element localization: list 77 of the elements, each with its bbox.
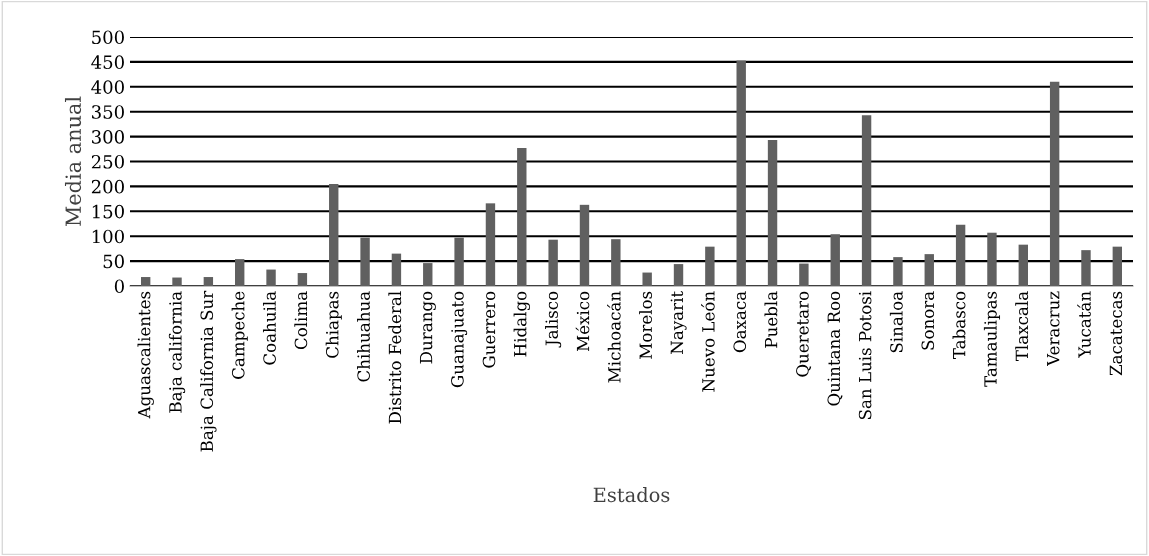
bar bbox=[517, 148, 527, 286]
bar bbox=[861, 115, 872, 286]
x-tick-label: Guanajuato bbox=[451, 291, 468, 388]
bar bbox=[140, 277, 151, 286]
bar bbox=[1049, 81, 1060, 286]
bar bbox=[329, 183, 339, 286]
bar bbox=[611, 239, 621, 286]
y-tick-label: 150 bbox=[92, 204, 124, 219]
x-tick-label: Aguascalientes bbox=[137, 291, 154, 419]
x-tick-label: Chihuahua bbox=[357, 291, 370, 382]
x-tick-label: Veracruz bbox=[1047, 291, 1060, 367]
y-tick-label: 300 bbox=[92, 130, 124, 144]
x-tick-label: Guerrero bbox=[482, 291, 496, 368]
x-tick-label: Baja California Sur bbox=[200, 290, 217, 452]
x-tick-label: Distrito Federal bbox=[388, 291, 402, 424]
bar bbox=[1018, 244, 1028, 286]
bar bbox=[579, 204, 590, 286]
y-axis-title: Media anual bbox=[64, 96, 82, 226]
x-tick-label: Nuevo León bbox=[701, 291, 715, 392]
y-tick-label: 500 bbox=[92, 30, 124, 45]
bar bbox=[705, 246, 715, 286]
x-tick-label: Chiapas bbox=[325, 291, 342, 358]
bar bbox=[1112, 246, 1123, 286]
x-tick-label: Zacatecas bbox=[1109, 291, 1123, 376]
bar bbox=[673, 264, 684, 286]
y-tick-label: 250 bbox=[91, 154, 124, 169]
x-tick-label: Tabasco bbox=[952, 291, 966, 359]
x-tick-label: Jalisco bbox=[545, 291, 562, 348]
bar bbox=[1081, 250, 1091, 286]
bar bbox=[235, 259, 245, 286]
bar bbox=[454, 237, 464, 286]
bar bbox=[642, 272, 652, 286]
bar bbox=[391, 253, 402, 286]
x-tick-label: Sonora bbox=[921, 291, 935, 350]
bar bbox=[987, 232, 997, 286]
x-tick-label: Tamaulipas bbox=[983, 291, 1001, 387]
y-tick-label: 450 bbox=[91, 55, 124, 70]
x-tick-label: Yucatán bbox=[1077, 291, 1091, 358]
bar bbox=[360, 237, 370, 286]
x-tick-label: Hidalgo bbox=[513, 291, 530, 357]
bar bbox=[297, 273, 308, 286]
x-tick-label: Quintana Roo bbox=[827, 291, 843, 406]
bar bbox=[485, 203, 496, 286]
y-tick-label: 400 bbox=[91, 80, 124, 94]
bar bbox=[924, 254, 934, 286]
bar bbox=[548, 239, 558, 286]
y-tick-label: 0 bbox=[114, 279, 124, 294]
x-tick-label: Queretaro bbox=[796, 291, 812, 377]
x-tick-label: Durango bbox=[419, 291, 436, 364]
x-tick-label: Sinaloa bbox=[889, 291, 903, 353]
bar bbox=[736, 60, 746, 286]
bar bbox=[423, 263, 433, 286]
bar bbox=[172, 277, 182, 286]
x-tick-label: San Luis Potosi bbox=[858, 291, 872, 420]
x-tick-label: Campeche bbox=[231, 291, 248, 379]
x-tick-label: Tlaxcala bbox=[1015, 291, 1029, 362]
bar bbox=[203, 277, 214, 286]
bar bbox=[266, 269, 276, 286]
x-tick-label: Colima bbox=[294, 291, 308, 350]
bar bbox=[893, 257, 903, 286]
x-tick-label: Baja california bbox=[168, 291, 186, 413]
bar bbox=[767, 140, 778, 286]
y-tick-label: 100 bbox=[92, 229, 124, 244]
x-tick-label: Coahuila bbox=[262, 291, 276, 365]
x-tick-label: Morelos bbox=[639, 291, 653, 359]
y-tick-label: 350 bbox=[92, 105, 124, 119]
bar bbox=[830, 234, 840, 286]
y-tick-label: 50 bbox=[103, 254, 124, 269]
x-tick-label: México bbox=[575, 291, 590, 352]
bar bbox=[955, 224, 966, 286]
bar bbox=[799, 263, 809, 286]
y-tick-label: 200 bbox=[91, 179, 124, 194]
x-tick-label: Michoacán bbox=[607, 291, 621, 383]
x-tick-label: Puebla bbox=[764, 291, 778, 348]
x-axis-title: Estados bbox=[593, 487, 670, 503]
x-tick-label: Nayarit bbox=[670, 290, 687, 354]
x-tick-label: Oaxaca bbox=[733, 291, 747, 353]
